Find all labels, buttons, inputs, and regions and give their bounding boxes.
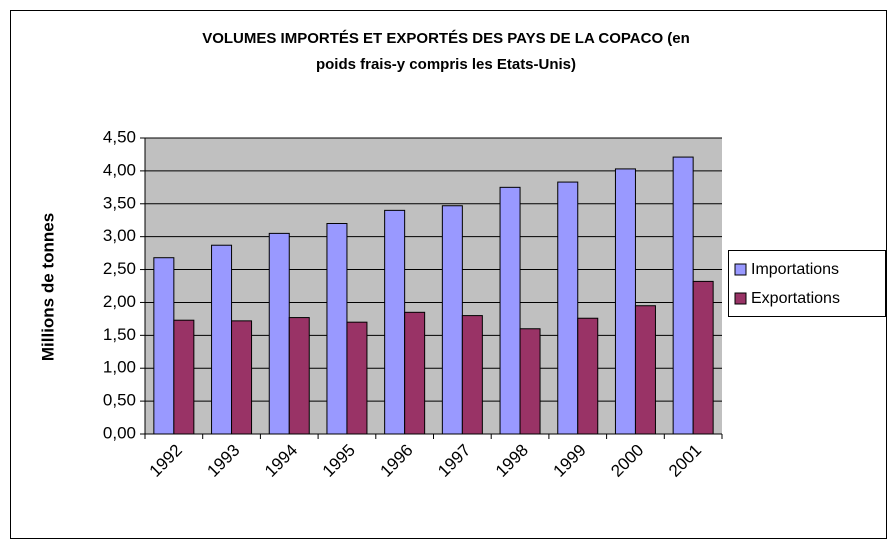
legend-box (728, 250, 886, 317)
bar (153, 257, 175, 435)
chart-title: VOLUMES IMPORTÉS ET EXPORTÉS DES PAYS DE… (202, 30, 690, 47)
bar (268, 232, 290, 435)
bar (346, 321, 368, 435)
chart-title: poids frais-y compris les Etats-Unis) (316, 56, 576, 73)
y-tick-label: 4,00 (103, 160, 136, 179)
y-tick-label: 4,50 (103, 127, 136, 146)
bar (288, 317, 310, 435)
bar (441, 205, 463, 435)
bar (692, 280, 714, 435)
y-tick-label: 1,50 (103, 325, 136, 344)
y-axis-label: Millions de tonnes (38, 213, 57, 361)
bar (634, 305, 656, 435)
y-tick-label: 0,50 (103, 391, 136, 410)
legend-swatch (734, 263, 747, 276)
bar (231, 320, 253, 435)
legend-label: Exportations (751, 290, 840, 307)
bar (461, 315, 483, 435)
y-tick-label: 0,00 (103, 423, 136, 442)
bar (519, 328, 541, 435)
y-tick-label: 2,50 (103, 259, 136, 278)
legend-label: Importations (751, 261, 839, 278)
y-tick-label: 3,50 (103, 193, 136, 212)
bar (173, 319, 195, 435)
bar (384, 209, 406, 435)
bar (326, 223, 348, 435)
legend-swatch (734, 292, 747, 305)
y-tick-label: 1,00 (103, 358, 136, 377)
bar (672, 156, 694, 435)
bar (557, 181, 579, 435)
bar (499, 186, 521, 435)
y-tick-label: 2,00 (103, 292, 136, 311)
bar (211, 244, 233, 435)
bar (404, 311, 426, 435)
bar (614, 168, 636, 435)
y-tick-label: 3,00 (103, 226, 136, 245)
bar (577, 317, 599, 435)
